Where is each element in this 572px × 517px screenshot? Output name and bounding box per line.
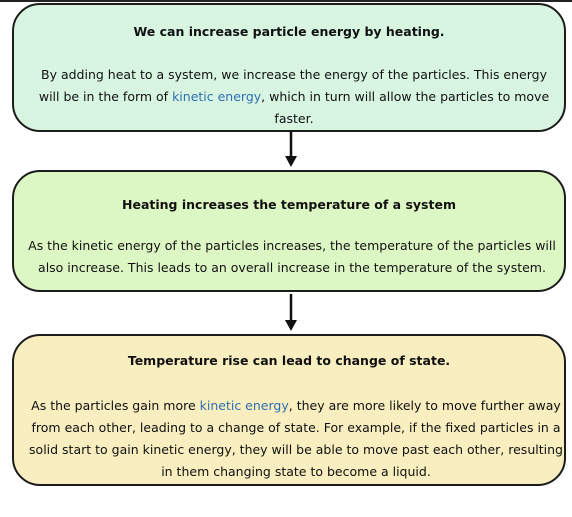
- down-arrow-icon: [284, 132, 298, 168]
- step-title: Temperature rise can lead to change of s…: [127, 353, 451, 368]
- step-description: By adding heat to a system, we increase …: [30, 64, 558, 130]
- step-text: As the particles gain more: [31, 398, 200, 413]
- kinetic-energy-link[interactable]: kinetic energy: [172, 89, 262, 104]
- step-title: We can increase particle energy by heati…: [133, 24, 445, 39]
- step-text: , which in turn will allow the particles…: [261, 89, 550, 126]
- step-description: As the kinetic energy of the particles i…: [28, 238, 556, 275]
- step-text: , they are more likely to move further a…: [29, 398, 563, 479]
- step-box-heating: We can increase particle energy by heati…: [12, 3, 566, 132]
- kinetic-energy-link[interactable]: kinetic energy: [199, 398, 289, 413]
- step-text: By adding heat to a system, we increase …: [38, 67, 547, 104]
- step-description: As the particles gain more kinetic energ…: [24, 395, 568, 483]
- step-box-temperature: Heating increases the temperature of a s…: [12, 170, 566, 292]
- step-box-change-of-state: Temperature rise can lead to change of s…: [12, 334, 566, 486]
- step-title: Heating increases the temperature of a s…: [122, 197, 456, 212]
- down-arrow-icon: [284, 294, 298, 332]
- top-divider: [0, 0, 572, 2]
